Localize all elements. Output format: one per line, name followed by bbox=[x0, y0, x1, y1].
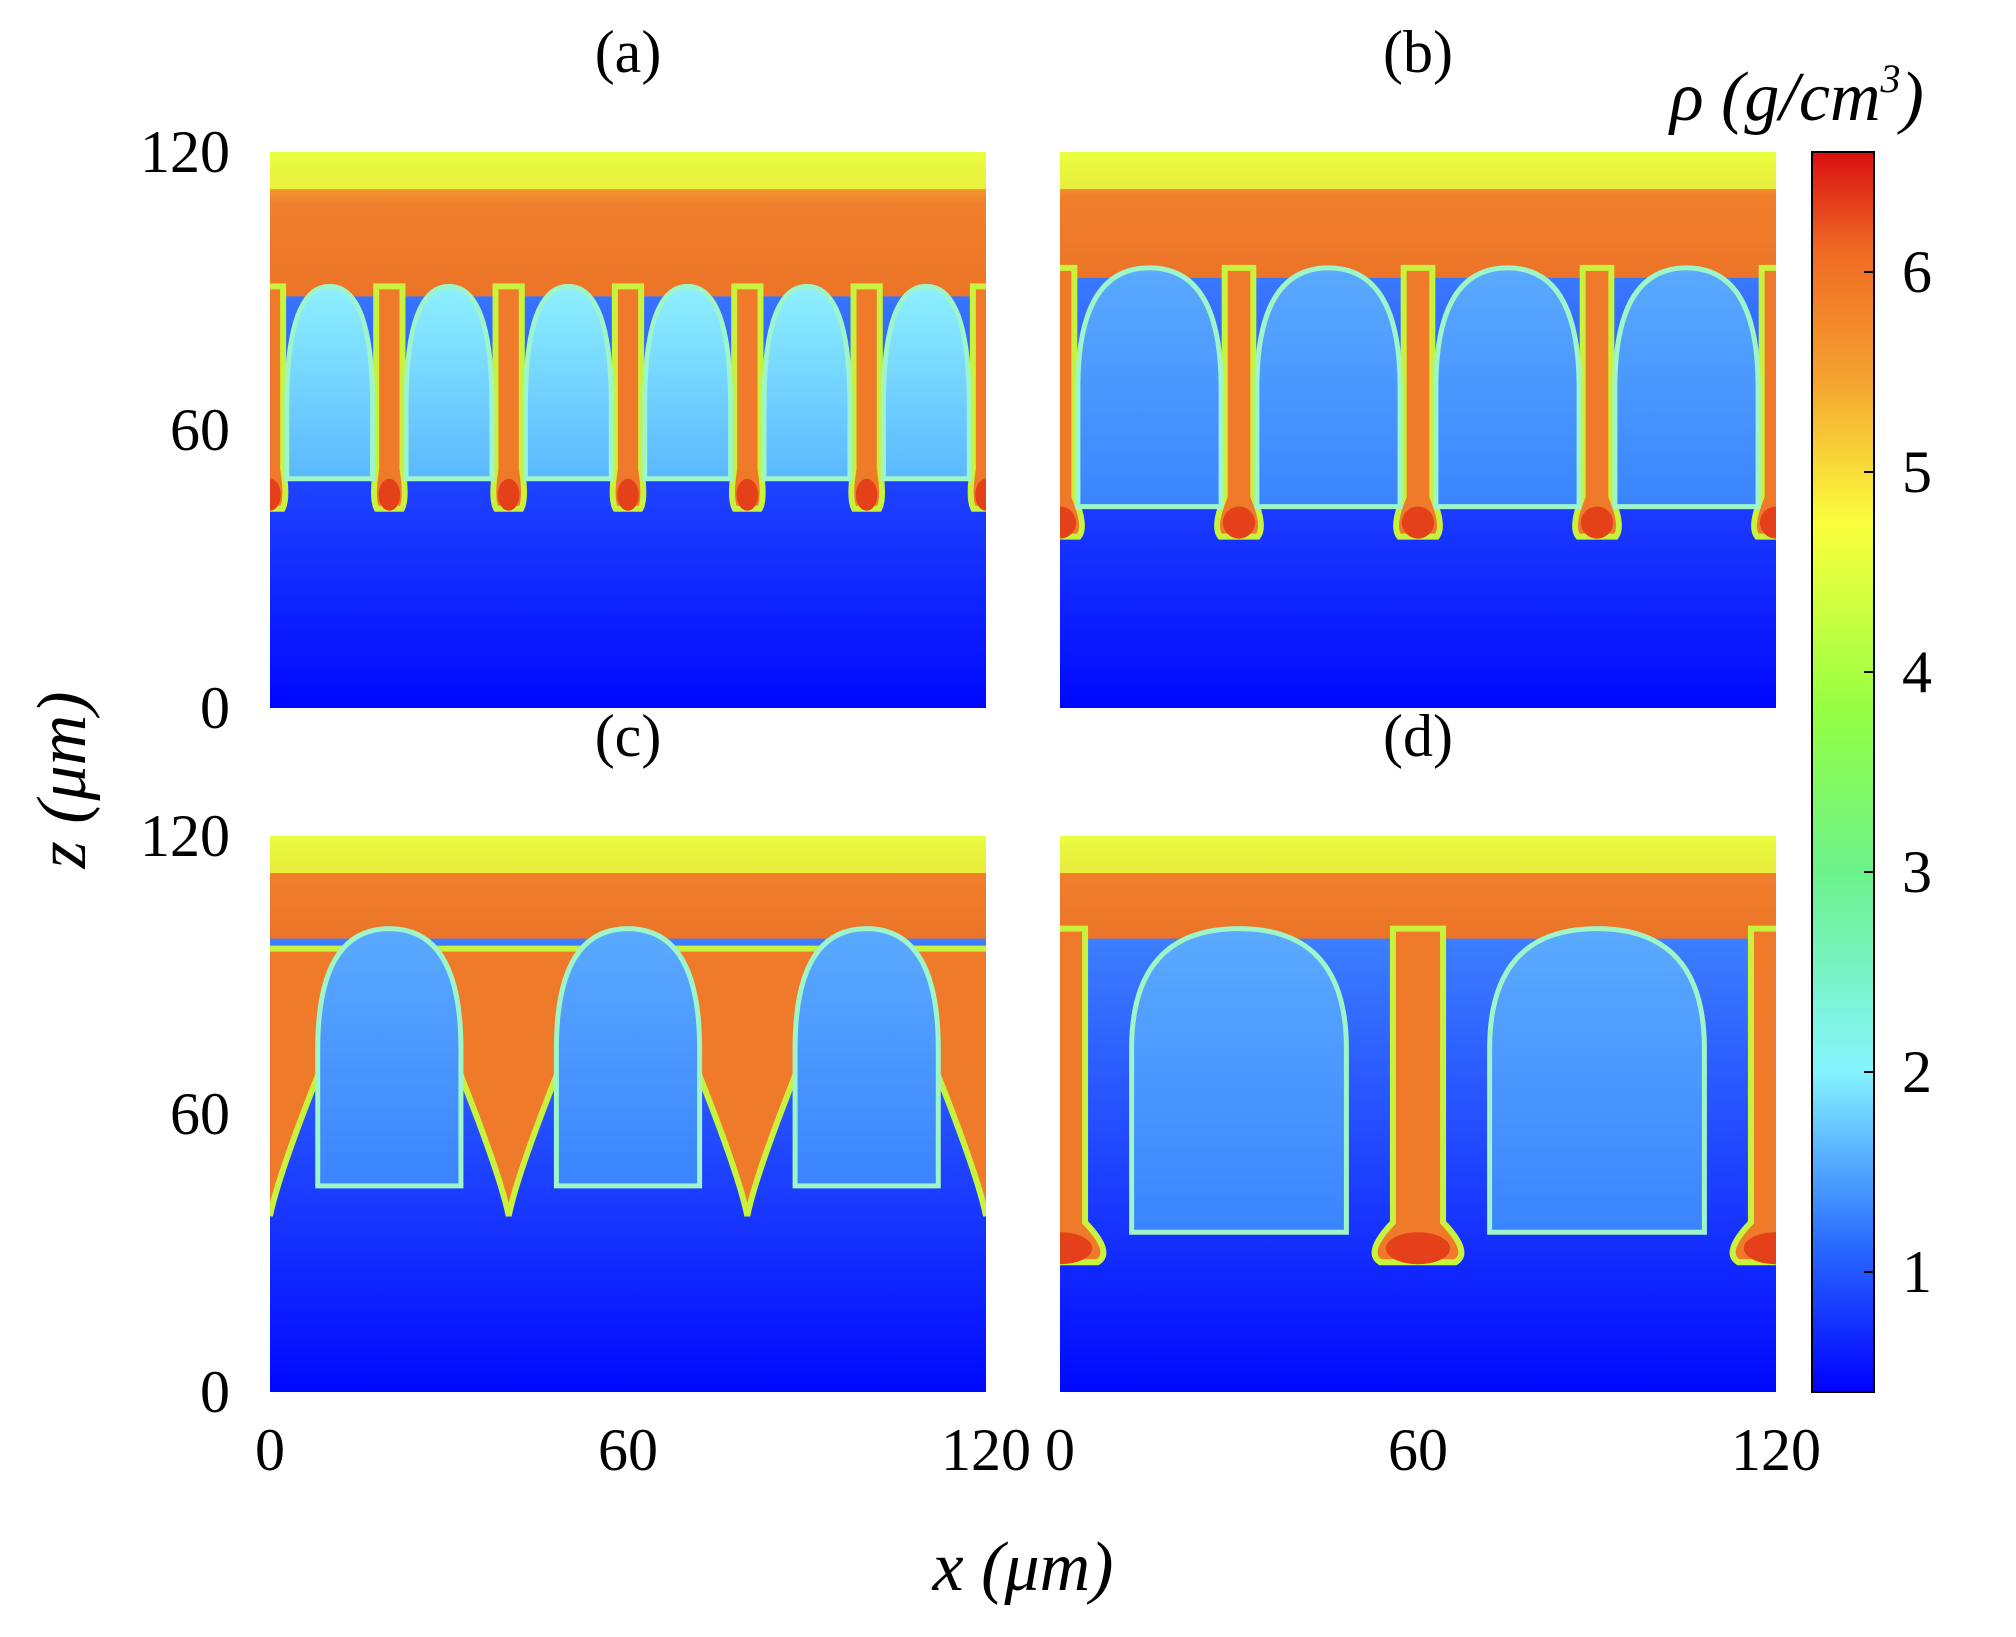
bubble bbox=[1129, 926, 1349, 1235]
free-surface bbox=[1060, 836, 1776, 874]
spike-tip bbox=[1060, 506, 1077, 539]
y-tick-label: 120 bbox=[140, 803, 230, 869]
panels bbox=[270, 152, 1776, 1392]
bubble bbox=[1433, 265, 1582, 510]
spike bbox=[1729, 925, 1776, 1266]
y-tick-label: 60 bbox=[170, 1081, 230, 1147]
spike-tip bbox=[855, 478, 878, 511]
bubble bbox=[315, 926, 464, 1189]
bubble bbox=[761, 283, 853, 482]
spike bbox=[1572, 264, 1622, 540]
colorbar-tick-label: 1 bbox=[1902, 1239, 1932, 1305]
y-tick-label: 0 bbox=[200, 675, 230, 741]
spike bbox=[1214, 264, 1264, 540]
spike-tip bbox=[378, 478, 401, 511]
bubble bbox=[880, 283, 972, 482]
spike bbox=[848, 283, 886, 512]
free-surface bbox=[1060, 152, 1776, 190]
spike bbox=[370, 283, 408, 512]
x-tick-label: 0 bbox=[255, 1417, 285, 1483]
spike bbox=[490, 283, 528, 512]
panel-label: (c) bbox=[595, 703, 662, 769]
x-tick-label: 60 bbox=[1388, 1417, 1448, 1483]
panel-label: (a) bbox=[595, 19, 662, 85]
spike-tip bbox=[1222, 506, 1256, 539]
free-surface bbox=[270, 836, 986, 874]
bubble bbox=[1612, 265, 1761, 510]
colorbar-tick-label: 3 bbox=[1902, 839, 1932, 905]
y-tick-label: 60 bbox=[170, 397, 230, 463]
bubble bbox=[1075, 265, 1224, 510]
bubble bbox=[642, 283, 734, 482]
x-axis-label: x (μm) bbox=[932, 1529, 1114, 1606]
y-axis-label: z (μm) bbox=[24, 691, 101, 869]
spike-tip bbox=[1580, 506, 1614, 539]
free-surface bbox=[270, 152, 986, 190]
panel-b bbox=[1060, 152, 1776, 708]
spike-tip bbox=[270, 478, 281, 511]
bubble bbox=[792, 926, 941, 1189]
x-tick-label: 120 bbox=[941, 1417, 1031, 1483]
panel-a bbox=[270, 152, 986, 708]
spike-tip bbox=[1401, 506, 1435, 539]
spike-tip bbox=[736, 478, 759, 511]
x-tick-label: 120 bbox=[1731, 1417, 1821, 1483]
y-tick-label: 0 bbox=[200, 1359, 230, 1425]
colorbar-tick-label: 5 bbox=[1902, 439, 1932, 505]
colorbar-scale bbox=[1811, 151, 1875, 1393]
colorbar-tick-label: 2 bbox=[1902, 1039, 1932, 1105]
panel-label: (d) bbox=[1383, 703, 1453, 769]
spike bbox=[1060, 925, 1107, 1266]
bubble bbox=[522, 283, 614, 482]
bubble bbox=[553, 926, 703, 1189]
panel-label: (b) bbox=[1383, 19, 1453, 85]
spike-tip bbox=[975, 478, 986, 511]
spike bbox=[270, 283, 289, 512]
spike bbox=[1371, 925, 1465, 1266]
spike bbox=[1751, 264, 1776, 540]
spike-tip bbox=[497, 478, 520, 511]
bubble bbox=[1254, 265, 1403, 510]
spike-tip bbox=[1759, 506, 1776, 539]
colorbar-tick-label: 6 bbox=[1902, 239, 1932, 305]
panel-d bbox=[1060, 836, 1776, 1392]
spike bbox=[609, 283, 647, 512]
bubble bbox=[284, 283, 376, 482]
spike bbox=[1393, 264, 1443, 540]
bubble bbox=[1487, 926, 1707, 1235]
y-tick-label: 120 bbox=[140, 119, 230, 185]
x-tick-label: 0 bbox=[1045, 1417, 1075, 1483]
colorbar-label: ρ (g/cm3) bbox=[1668, 56, 1924, 136]
spike bbox=[728, 283, 766, 512]
spike-tip bbox=[617, 478, 639, 511]
spike-tip bbox=[1743, 1232, 1776, 1265]
spike bbox=[1060, 264, 1085, 540]
spike bbox=[967, 283, 986, 512]
bubble bbox=[403, 283, 495, 482]
colorbar: 1 2 3 4 5 6 ρ (g/cm3) bbox=[1668, 56, 1932, 1393]
spike-tip bbox=[1060, 1232, 1093, 1265]
panel-c bbox=[270, 836, 986, 1392]
x-tick-label: 60 bbox=[598, 1417, 658, 1483]
colorbar-tick-label: 4 bbox=[1902, 639, 1932, 705]
spike-tip bbox=[1385, 1232, 1451, 1265]
